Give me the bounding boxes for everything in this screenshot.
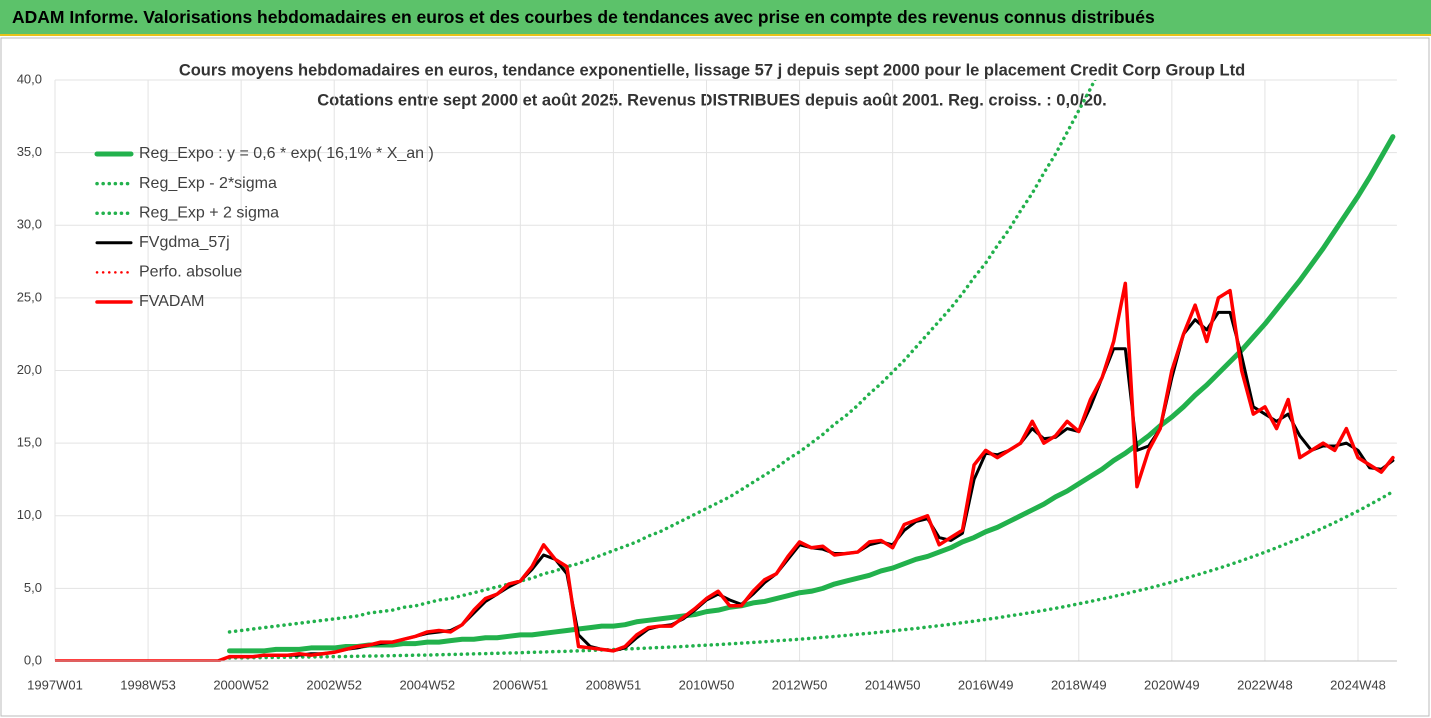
legend-label: Reg_Expo : y = 0,6 * exp( 16,1% * X_an ): [139, 145, 434, 162]
y-tick-label: 40,0: [17, 71, 42, 86]
series-line: [227, 134, 1396, 654]
chart-title: Cours moyens hebdomadaires en euros, ten…: [179, 61, 1245, 79]
plot-area: [55, 80, 1396, 662]
x-tick-label: 2008W51: [586, 677, 642, 692]
y-tick-label: 15,0: [17, 435, 42, 450]
y-tick-label: 0,0: [24, 652, 42, 667]
y-tick-label: 10,0: [17, 507, 42, 522]
y-tick-label: 5,0: [24, 580, 42, 595]
legend-label: FVgdma_57j: [139, 234, 230, 251]
x-tick-label: 1998W53: [120, 677, 176, 692]
legend-label: Reg_Exp + 2 sigma: [139, 204, 279, 221]
x-tick-label: 2012W50: [772, 677, 828, 692]
y-tick-label: 25,0: [17, 289, 42, 304]
y-tick-label: 30,0: [17, 217, 42, 232]
x-tick-label: 2020W49: [1144, 677, 1200, 692]
x-tick-label: 2010W50: [679, 677, 735, 692]
x-tick-label: 2004W52: [399, 677, 455, 692]
x-tick-label: 1997W01: [27, 677, 83, 692]
x-tick-label: 2002W52: [306, 677, 362, 692]
x-tick-label: 2018W49: [1051, 677, 1107, 692]
x-tick-label: 2006W51: [493, 677, 549, 692]
x-tick-label: 2024W48: [1330, 677, 1386, 692]
y-tick-label: 35,0: [17, 144, 42, 159]
series-line: [55, 281, 1395, 662]
y-tick-label: 20,0: [17, 362, 42, 377]
chart-subtitle: Cotations entre sept 2000 et août 2025. …: [317, 91, 1107, 109]
x-tick-label: 2016W49: [958, 677, 1014, 692]
legend-label: Reg_Exp - 2*sigma: [139, 175, 277, 192]
series-line: [227, 80, 1097, 634]
series-line: [228, 310, 1395, 659]
x-tick-label: 2022W48: [1237, 677, 1293, 692]
chart-frame: [0, 37, 1430, 717]
x-tick-label: 2000W52: [213, 677, 269, 692]
legend-label: FVADAM: [139, 293, 204, 310]
x-tick-label: 2014W50: [865, 677, 921, 692]
legend-label: Perfo. absolue: [139, 264, 242, 281]
header-title: ADAM Informe. Valorisations hebdomadaire…: [0, 0, 1431, 36]
series-line: [227, 489, 1395, 660]
